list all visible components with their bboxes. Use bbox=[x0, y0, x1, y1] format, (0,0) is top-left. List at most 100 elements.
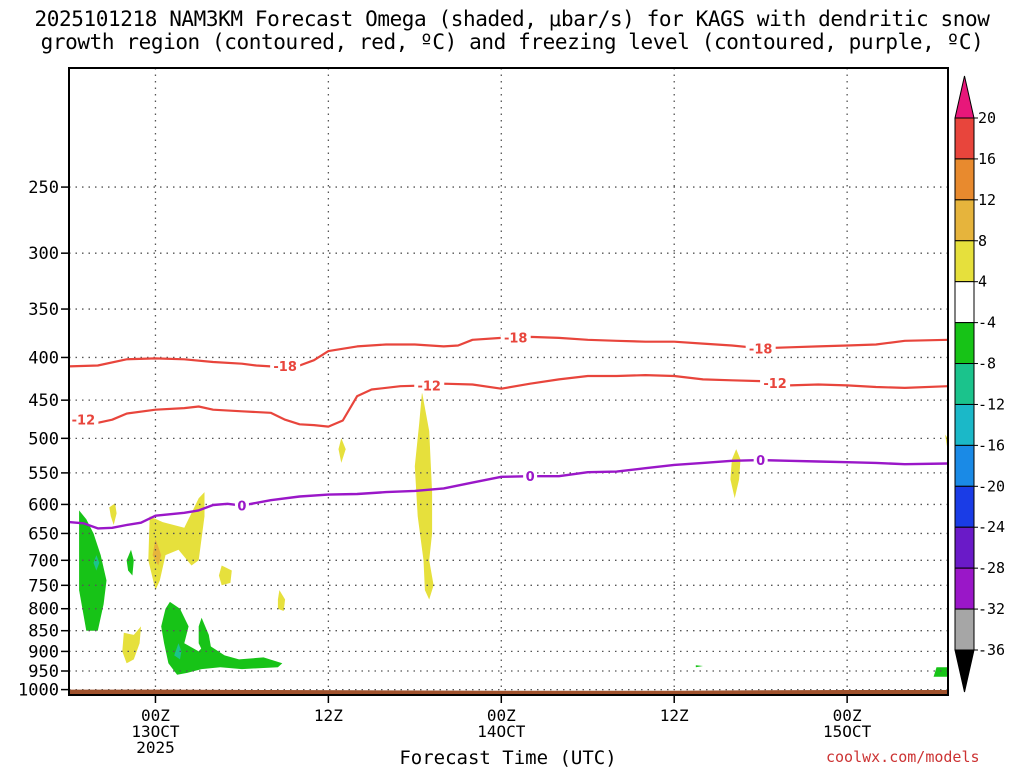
contour-label-bg bbox=[760, 375, 791, 392]
y-tick-label: 400 bbox=[28, 348, 59, 368]
colorbar-label: 16 bbox=[978, 150, 996, 168]
colorbar-bin-11 bbox=[954, 567, 975, 610]
colorbar-label: -12 bbox=[978, 395, 1005, 413]
contour-label: 0 bbox=[237, 500, 246, 515]
y-tick-label: 350 bbox=[28, 300, 59, 320]
colorbar-bin-8 bbox=[954, 444, 975, 487]
contour-label: 0 bbox=[526, 470, 535, 485]
colorbar-label: 12 bbox=[978, 191, 996, 209]
colorbar-bottom-triangle bbox=[954, 649, 975, 693]
x-tick-sublabel: 13OCT bbox=[131, 722, 180, 741]
y-tick-label: 900 bbox=[28, 642, 59, 662]
y-tick-label: 700 bbox=[28, 551, 59, 571]
omega-region-5 bbox=[174, 643, 182, 660]
contour-label-bg bbox=[753, 452, 768, 469]
contour-label-bg bbox=[69, 411, 99, 428]
contour-label-bg bbox=[414, 377, 445, 394]
chart-title-line1: 2025101218 NAM3KM Forecast Omega (shaded… bbox=[34, 7, 990, 31]
ground-fill bbox=[69, 689, 948, 695]
x-tick-label: 12Z bbox=[314, 706, 343, 725]
contour-label: 0 bbox=[756, 454, 765, 469]
omega-region-11 bbox=[218, 565, 232, 586]
colorbar: 20 16 12 8 4 -4 -8 -12 -16 -20 -24 -28 -32 -36 bbox=[954, 75, 1005, 693]
grid bbox=[69, 68, 948, 695]
omega-region-7 bbox=[933, 667, 948, 677]
y-tick-label: 950 bbox=[28, 662, 59, 682]
colorbar-label: -20 bbox=[978, 477, 1005, 495]
y-tick-label: 450 bbox=[28, 391, 59, 411]
colorbar-label: -4 bbox=[978, 314, 996, 332]
omega-region-2 bbox=[126, 549, 134, 576]
omega-region-13 bbox=[122, 626, 141, 664]
y-tick-label: 550 bbox=[28, 464, 59, 484]
contour-label-bg bbox=[500, 329, 531, 346]
colorbar-bin-4 bbox=[954, 281, 975, 324]
contours: -18 -18 -18 -12 -12 -12 0 0 0 bbox=[69, 329, 948, 530]
y-tick-label: 250 bbox=[28, 178, 59, 198]
colorbar-label: -28 bbox=[978, 559, 1005, 577]
colorbar-label: 4 bbox=[978, 273, 987, 291]
colorbar-bin-1 bbox=[954, 158, 975, 201]
plot-area: -18 -18 -18 -12 -12 -12 0 0 0 bbox=[69, 68, 948, 695]
colorbar-bin-12 bbox=[954, 608, 975, 651]
omega-region-9 bbox=[148, 492, 205, 591]
colorbar-label: 8 bbox=[978, 232, 987, 250]
contour-label-bg bbox=[234, 497, 249, 514]
contour-label: -12 bbox=[763, 377, 787, 392]
ground bbox=[69, 689, 948, 695]
omega-region-6 bbox=[695, 665, 703, 668]
omega-region-15 bbox=[414, 392, 434, 600]
y-tick-label: 1000 bbox=[18, 681, 59, 701]
omega-region-1 bbox=[93, 555, 100, 571]
y-tick-label: 850 bbox=[28, 622, 59, 642]
colorbar-bin-9 bbox=[954, 485, 975, 528]
x-tick-label: 00Z bbox=[833, 706, 862, 725]
plot-frame bbox=[68, 67, 949, 696]
colorbar-label: -36 bbox=[978, 641, 1005, 659]
y-tick-label: 750 bbox=[28, 576, 59, 596]
contour-label-bg bbox=[523, 468, 538, 485]
colorbar-bin-10 bbox=[954, 526, 975, 569]
colorbar-bin-0 bbox=[954, 117, 975, 160]
contour-label-bg bbox=[745, 340, 776, 357]
y-tick-label: 300 bbox=[28, 244, 59, 264]
contour-label-bg bbox=[270, 357, 301, 374]
contour-label: -18 bbox=[273, 360, 297, 375]
colorbar-bin-2 bbox=[954, 199, 975, 242]
y-tick-label: 500 bbox=[28, 429, 59, 449]
colorbar-label: -32 bbox=[978, 600, 1005, 618]
x-tick-sublabel: 2025 bbox=[136, 738, 175, 757]
colorbar-bin-6 bbox=[954, 363, 975, 405]
omega-region-0 bbox=[79, 510, 107, 631]
contour-label: -18 bbox=[749, 342, 773, 357]
omega-region-12 bbox=[277, 590, 286, 611]
colorbar-bin-7 bbox=[954, 403, 975, 446]
colorbar-label: -8 bbox=[978, 355, 996, 373]
colorbar-top-triangle bbox=[954, 75, 975, 119]
contour-label: -12 bbox=[417, 379, 441, 394]
omega-region-3 bbox=[161, 601, 283, 675]
colorbar-label: -16 bbox=[978, 436, 1005, 454]
contour-label: -18 bbox=[504, 331, 528, 346]
x-tick-label: 00Z bbox=[487, 706, 516, 725]
chart-title-line2: growth region (contoured, red, ºC) and f… bbox=[40, 30, 984, 54]
omega-shading bbox=[79, 392, 948, 677]
x-tick-sublabel: 15OCT bbox=[823, 722, 872, 741]
credit-text: coolwx.com/models bbox=[826, 748, 980, 766]
x-axis-title: Forecast Time (UTC) bbox=[399, 747, 616, 768]
colorbar-bin-5 bbox=[954, 322, 975, 365]
x-tick-sublabel: 14OCT bbox=[477, 722, 526, 741]
x-tick-label: 00Z bbox=[141, 706, 170, 725]
omega-region-8 bbox=[109, 503, 117, 525]
y-tick-label: 650 bbox=[28, 524, 59, 544]
contour-label: -12 bbox=[72, 414, 96, 429]
colorbar-label: -24 bbox=[978, 518, 1005, 536]
omega-region-4 bbox=[198, 617, 212, 656]
x-tick-label: 12Z bbox=[660, 706, 689, 725]
y-tick-label: 800 bbox=[28, 600, 59, 620]
omega-region-14 bbox=[338, 438, 346, 463]
colorbar-label: 20 bbox=[978, 109, 996, 127]
y-axis: 2503003504004505005506006507007508008509… bbox=[18, 178, 69, 701]
